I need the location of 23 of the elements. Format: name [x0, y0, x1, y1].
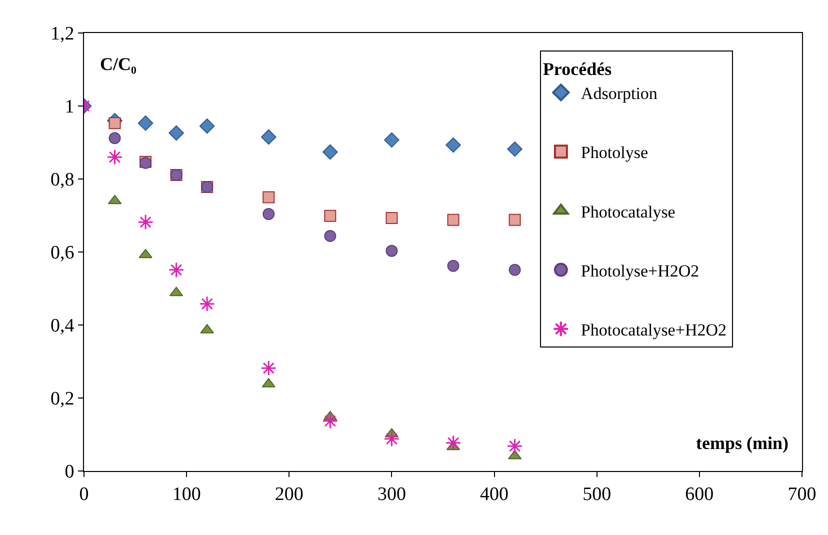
x-tick-label: 0: [79, 484, 89, 505]
legend-label: Photolyse+H2O2: [580, 261, 700, 280]
legend-label: Photolyse: [580, 143, 648, 162]
legend-label: Adsorption: [580, 84, 658, 104]
legend-title: Procédés: [542, 58, 612, 79]
x-tick-label: 600: [685, 484, 714, 505]
y-axis-title: C/C₀: [100, 54, 136, 74]
y-tick-label: 0: [64, 462, 74, 483]
x-tick-label: 300: [377, 484, 406, 505]
legend-label: Photocatalyse+H2O2: [580, 320, 726, 340]
y-tick-label: 0,2: [50, 388, 74, 410]
y-tick-label: 0,6: [50, 242, 74, 264]
x-tick-label: 500: [582, 484, 612, 505]
y-tick-label: 0,4: [50, 316, 75, 337]
x-tick-label: 200: [274, 484, 304, 505]
y-tick-label: 1: [64, 96, 74, 118]
x-tick-label: 400: [480, 484, 509, 505]
x-tick-label: 700: [788, 484, 816, 505]
x-axis-title: temps (min): [696, 433, 788, 453]
y-tick-label: 1,2: [50, 24, 74, 45]
x-tick-label: 100: [172, 484, 201, 505]
legend-label: Photocatalyse: [580, 202, 676, 222]
y-tick-label: 0,8: [50, 170, 74, 191]
